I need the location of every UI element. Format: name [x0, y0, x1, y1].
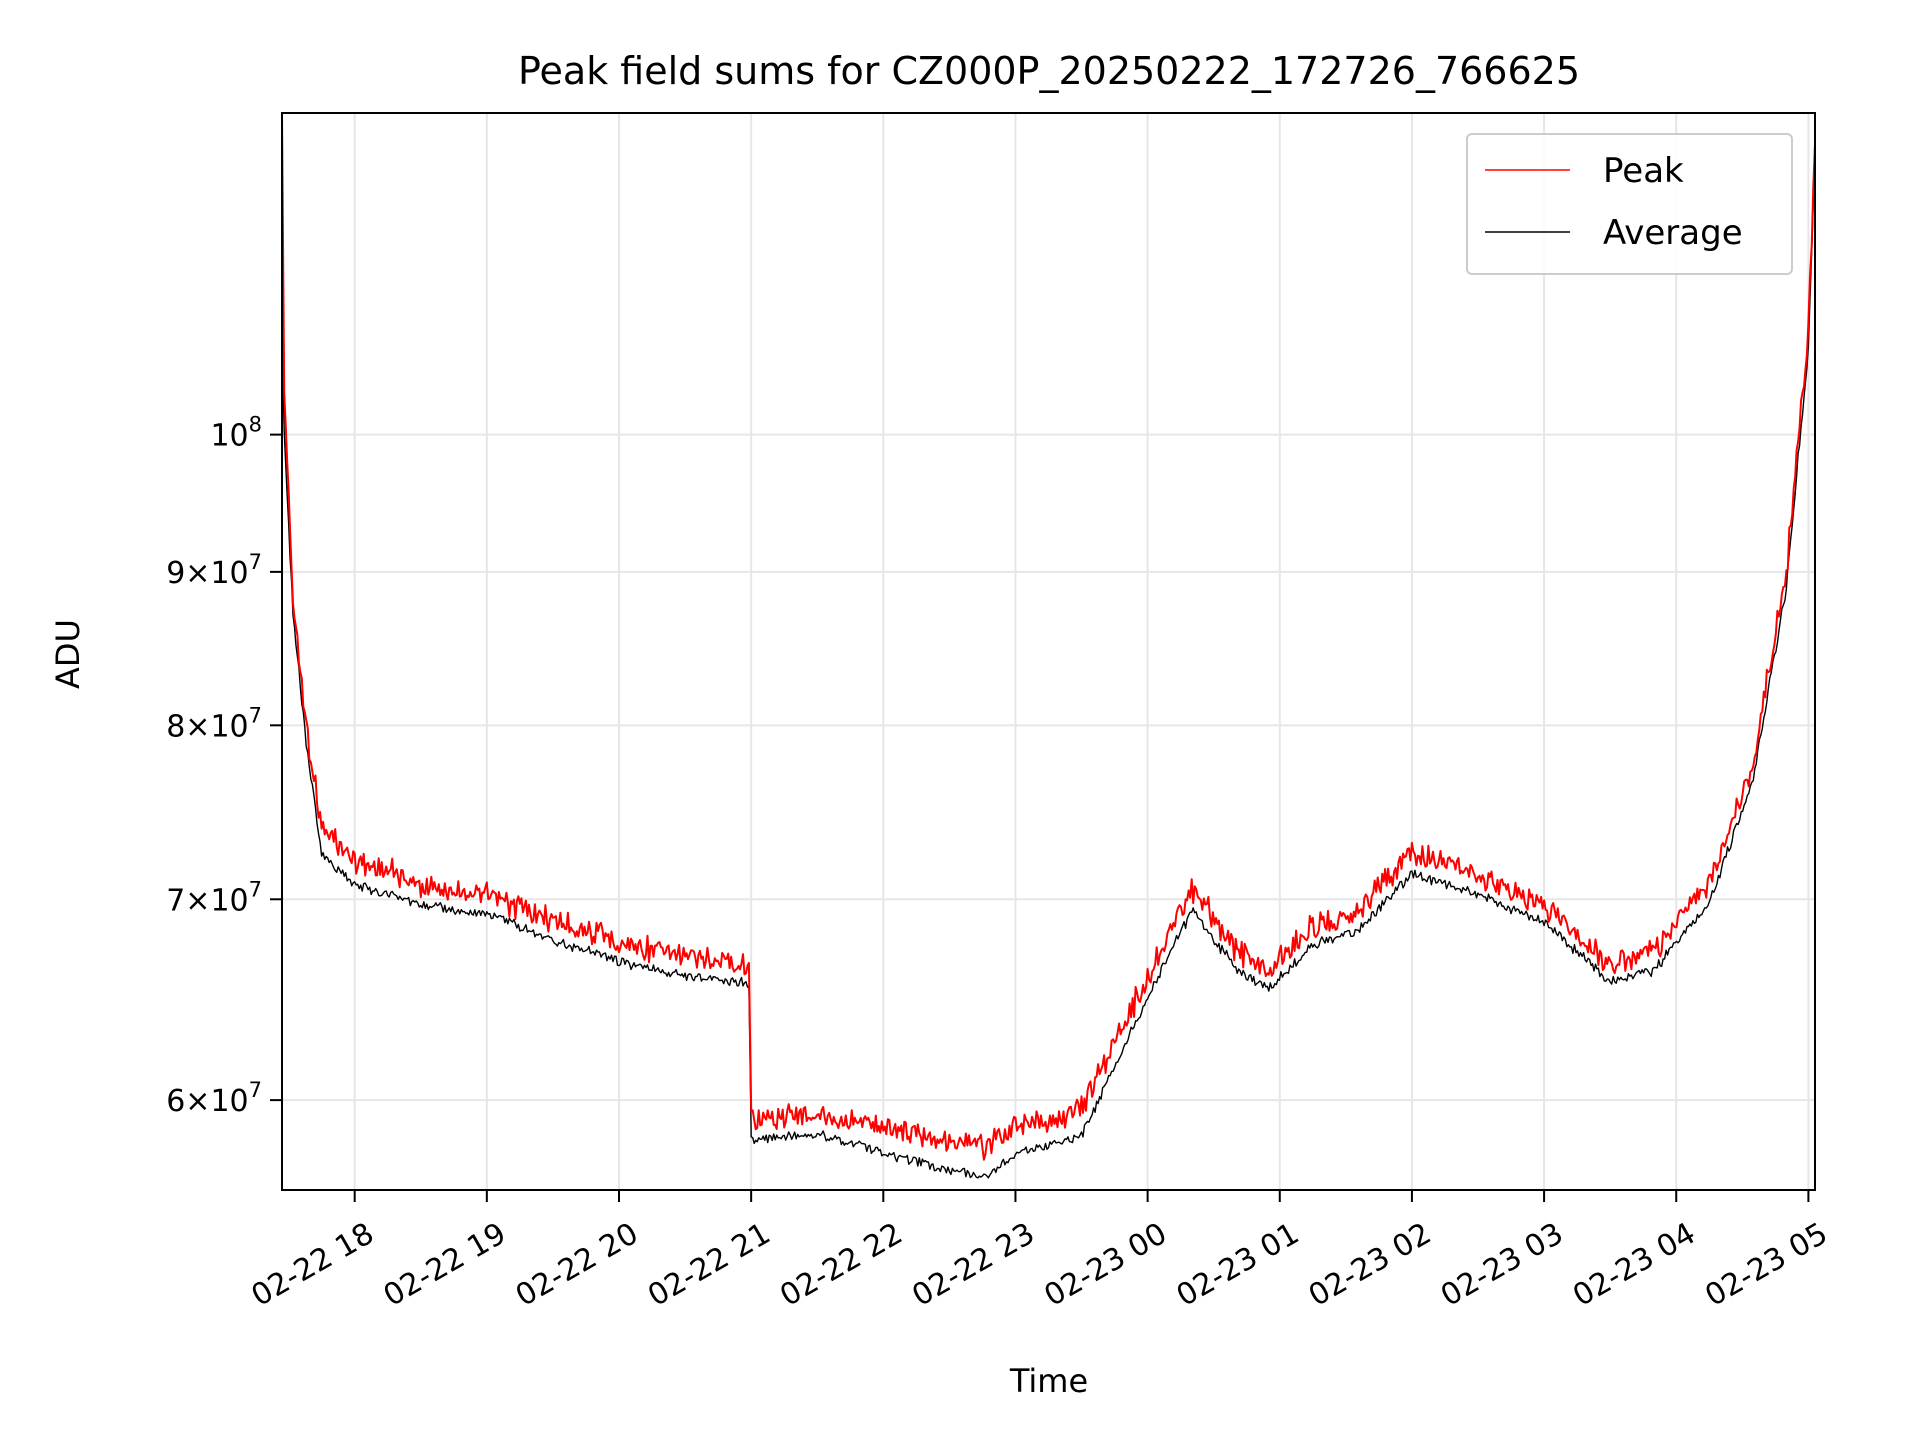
plot-frame: [281, 112, 1816, 1191]
plot-series: [281, 116, 1816, 1179]
series-line-average: [281, 154, 1816, 1179]
series-line-peak: [281, 116, 1816, 1161]
x-axis-label: Time: [1009, 1362, 1088, 1400]
legend-label-average: Average: [1603, 213, 1743, 253]
y-tick-label: 9×107: [166, 550, 262, 591]
legend-label-peak: Peak: [1603, 151, 1684, 191]
y-tick-label: 6×107: [166, 1078, 262, 1119]
y-tick-label: 108: [210, 413, 262, 454]
chart-title: Peak field sums for CZ000P_20250222_1727…: [518, 49, 1580, 93]
y-axis: 6×107 7×107 8×107 9×107 108: [166, 413, 282, 1119]
y-tick-label: 7×107: [166, 877, 262, 918]
y-axis-label: ADU: [49, 619, 87, 689]
grid: [282, 113, 1815, 1190]
legend-box: [1466, 133, 1793, 275]
legend: Peak Average: [1466, 133, 1793, 275]
y-tick-label: 8×107: [166, 703, 262, 744]
